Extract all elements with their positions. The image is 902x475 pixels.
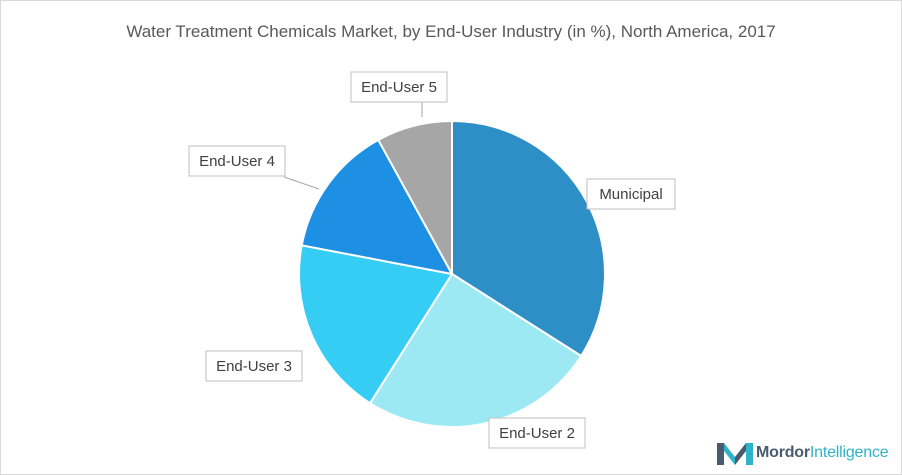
pie-slice-end-user-5	[376, 119, 453, 275]
pie-slice-end-user-3	[298, 244, 454, 405]
data-label-end-user-2: End-User 2	[488, 417, 586, 449]
data-label-text: End-User 4	[199, 153, 275, 170]
data-label-text: End-User 3	[216, 358, 292, 375]
chart-title: Water Treatment Chemicals Market, by End…	[126, 22, 776, 41]
pie-slice-end-user-2	[368, 272, 583, 428]
data-label-municipal: Municipal	[586, 178, 676, 210]
data-label-text: Municipal	[599, 186, 662, 203]
pie-slice-end-user-4	[300, 138, 454, 276]
data-label-text: End-User 2	[499, 425, 575, 442]
data-label-text: End-User 5	[361, 79, 437, 96]
mordor-intelligence-wordmark: MordorIntelligence	[756, 444, 889, 461]
pie-slices	[298, 119, 606, 428]
mordor-intelligence-logo-icon	[717, 443, 753, 465]
data-labels: Municipal End-User 2 End-User 3 End-User 4 E…	[188, 71, 676, 449]
data-label-end-user-4: End-User 4	[188, 145, 286, 177]
leader-line-end-user-4	[283, 176, 320, 190]
label-leader-lines	[283, 101, 423, 190]
data-label-end-user-3: End-User 3	[205, 350, 303, 382]
data-label-end-user-5: End-User 5	[350, 71, 448, 103]
